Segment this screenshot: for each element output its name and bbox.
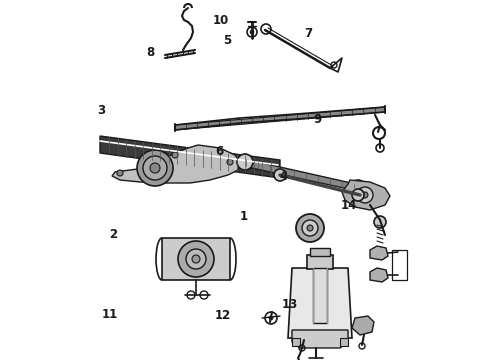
Circle shape <box>274 169 286 181</box>
Bar <box>392 250 407 280</box>
Circle shape <box>237 154 253 170</box>
Text: 11: 11 <box>101 308 118 321</box>
Text: 10: 10 <box>212 14 229 27</box>
Bar <box>292 338 300 346</box>
Text: 4: 4 <box>279 170 288 183</box>
Text: 2: 2 <box>109 228 118 240</box>
Text: 7: 7 <box>304 27 312 40</box>
Circle shape <box>200 291 208 299</box>
Text: 8: 8 <box>146 46 154 59</box>
Polygon shape <box>238 158 362 192</box>
Bar <box>307 255 333 269</box>
Circle shape <box>373 127 385 139</box>
Circle shape <box>227 159 233 165</box>
Polygon shape <box>370 246 388 260</box>
Polygon shape <box>112 145 240 183</box>
Bar <box>313 268 327 323</box>
Text: 3: 3 <box>97 104 105 117</box>
Polygon shape <box>292 330 348 348</box>
Text: 5: 5 <box>223 34 231 47</box>
Circle shape <box>143 156 167 180</box>
Circle shape <box>261 24 271 34</box>
Circle shape <box>192 255 200 263</box>
Circle shape <box>296 214 324 242</box>
Circle shape <box>187 291 195 299</box>
Circle shape <box>265 312 277 324</box>
Circle shape <box>150 163 160 173</box>
Polygon shape <box>352 316 374 335</box>
Circle shape <box>307 225 313 231</box>
Text: 14: 14 <box>341 199 357 212</box>
Circle shape <box>117 170 123 176</box>
Bar <box>340 338 348 346</box>
Circle shape <box>374 216 386 228</box>
Polygon shape <box>288 268 352 338</box>
Circle shape <box>352 189 364 201</box>
Bar <box>310 248 330 256</box>
Text: 12: 12 <box>215 309 231 322</box>
Bar <box>162 238 230 280</box>
Polygon shape <box>342 180 390 210</box>
Circle shape <box>331 62 337 68</box>
Text: 13: 13 <box>282 298 298 311</box>
Text: 6: 6 <box>216 145 224 158</box>
Circle shape <box>186 249 206 269</box>
Circle shape <box>269 316 273 320</box>
Polygon shape <box>175 107 385 130</box>
Polygon shape <box>100 136 280 178</box>
Circle shape <box>350 180 366 196</box>
Text: 9: 9 <box>314 113 322 126</box>
Circle shape <box>178 241 214 277</box>
Circle shape <box>137 150 173 186</box>
Circle shape <box>250 30 254 34</box>
Circle shape <box>172 152 178 158</box>
Circle shape <box>357 187 373 203</box>
Text: 1: 1 <box>240 210 248 222</box>
Circle shape <box>302 220 318 236</box>
Circle shape <box>362 192 368 198</box>
Polygon shape <box>370 268 388 282</box>
